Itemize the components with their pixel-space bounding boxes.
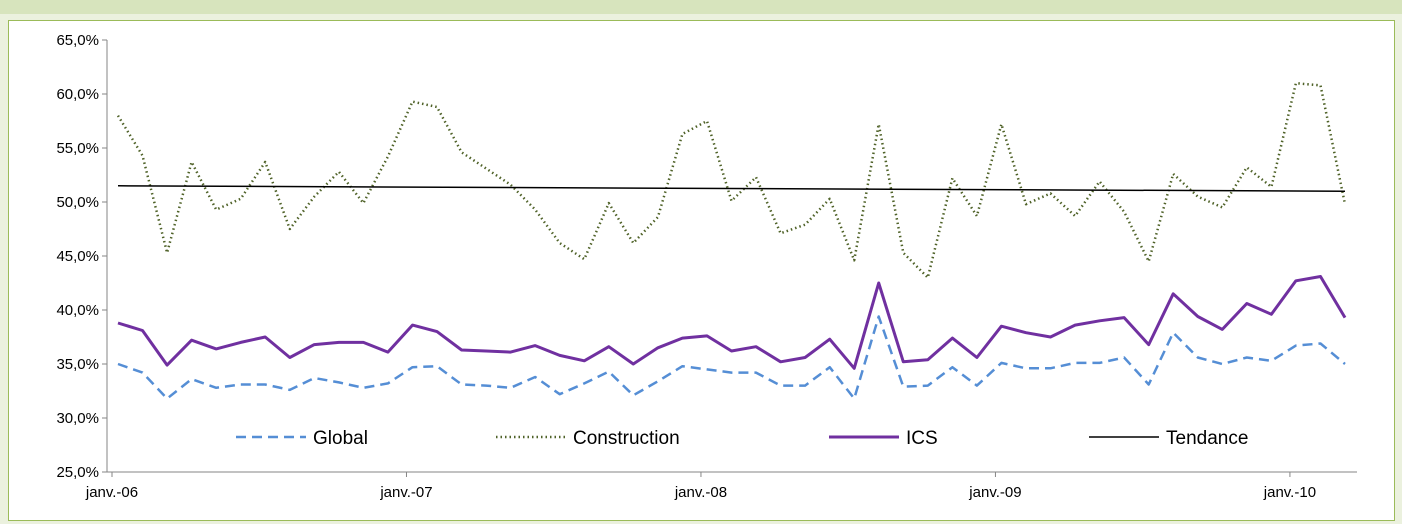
x-tick-label: janv.-09	[968, 484, 1021, 501]
y-tick-label: 60,0%	[56, 86, 99, 103]
title-strip	[0, 0, 1402, 14]
series-lines	[116, 81, 1347, 400]
series-line-construction	[116, 81, 1347, 279]
x-tick-label: janv.-06	[85, 484, 138, 501]
series-line-ics	[117, 275, 1347, 370]
legend-label-construction: Construction	[573, 428, 680, 449]
x-axis-tick-labels: janv.-06 janv.-07 janv.-08 janv.-09 janv.-10	[85, 484, 1316, 501]
y-tick-label: 50,0%	[56, 194, 99, 211]
series-line-global	[117, 315, 1346, 400]
axes	[102, 39, 1357, 477]
y-tick-label: 25,0%	[56, 464, 99, 481]
legend-label-global: Global	[313, 428, 368, 449]
y-tick-label: 45,0%	[56, 248, 99, 265]
y-tick-label: 65,0%	[56, 32, 99, 49]
x-tick-label: janv.-10	[1263, 484, 1316, 501]
y-tick-label: 55,0%	[56, 140, 99, 157]
legend-label-ics: ICS	[906, 428, 938, 449]
y-tick-label: 40,0%	[56, 302, 99, 319]
series-line-tendance	[117, 185, 1346, 192]
x-tick-label: janv.-07	[379, 484, 432, 501]
y-axis-tick-labels: 25,0% 30,0% 35,0% 40,0% 45,0% 50,0% 55,0% 60,0%…	[56, 32, 99, 481]
x-tick-label: janv.-08	[674, 484, 727, 501]
legend-label-tendance: Tendance	[1166, 428, 1248, 449]
legend: Global Construction ICS Tendance	[236, 428, 1248, 449]
y-tick-label: 30,0%	[56, 410, 99, 427]
y-tick-label: 35,0%	[56, 356, 99, 373]
